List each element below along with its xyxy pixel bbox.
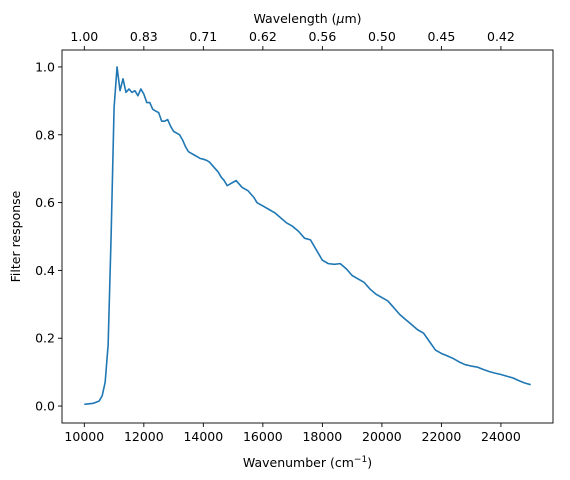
x-tick-label: 14000 bbox=[183, 429, 223, 444]
x-tick-label: 10000 bbox=[64, 429, 104, 444]
y-tick-label: 0.8 bbox=[35, 127, 55, 142]
top-axis-label: Wavelength (μm) bbox=[253, 11, 361, 26]
x-axis-label-exponent: −1 bbox=[354, 455, 367, 465]
top-tick-label: 0.42 bbox=[487, 29, 515, 44]
top-tick-label: 0.45 bbox=[427, 29, 455, 44]
y-axis: 0.0 0.2 0.4 0.6 0.8 1.0 bbox=[35, 59, 62, 414]
plot-frame bbox=[61, 49, 554, 424]
x-tick-label: 20000 bbox=[362, 429, 402, 444]
y-axis-label: Filter response bbox=[8, 190, 23, 282]
y-tick-label: 0.2 bbox=[35, 331, 55, 346]
x-tick-label: 24000 bbox=[481, 429, 521, 444]
x-tick-label: 22000 bbox=[422, 429, 462, 444]
x-axis: 10000 12000 14000 16000 18000 20000 22000 24000 bbox=[64, 423, 521, 444]
plot-area bbox=[61, 49, 554, 424]
x-tick-label: 12000 bbox=[124, 429, 164, 444]
y-tick-label: 0.6 bbox=[35, 195, 55, 210]
top-tick-label: 0.71 bbox=[189, 29, 217, 44]
top-x-axis: 1.00 0.83 0.71 0.62 0.56 0.50 0.45 0.42 bbox=[70, 29, 515, 50]
x-axis-label: Wavenumber (cm−1) bbox=[243, 455, 372, 470]
top-tick-label: 0.83 bbox=[130, 29, 158, 44]
top-tick-label: 0.50 bbox=[368, 29, 396, 44]
y-tick-label: 0.0 bbox=[35, 399, 55, 414]
top-tick-label: 0.62 bbox=[249, 29, 277, 44]
x-tick-label: 16000 bbox=[243, 429, 283, 444]
filter-response-line bbox=[84, 66, 531, 406]
top-tick-label: 0.56 bbox=[308, 29, 336, 44]
y-tick-label: 1.0 bbox=[35, 59, 55, 74]
y-tick-label: 0.4 bbox=[35, 263, 55, 278]
top-tick-label: 1.00 bbox=[70, 29, 98, 44]
x-tick-label: 18000 bbox=[302, 429, 342, 444]
